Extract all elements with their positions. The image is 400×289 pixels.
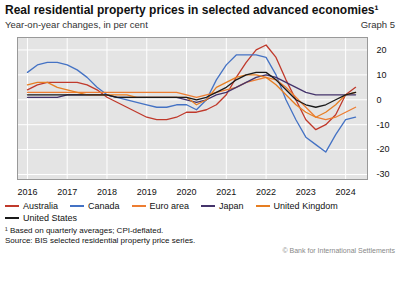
html-text:United States: United States (23, 213, 77, 223)
svg-text:2016: 2016 (17, 187, 37, 197)
svg-text:10: 10 (377, 70, 387, 80)
svg-text:2020: 2020 (177, 187, 197, 197)
svg-text:-20: -20 (377, 144, 390, 154)
html-text:Real residential property pric: Real residential property prices in sele… (5, 3, 379, 17)
html-text:Year-on-year changes, in per c: Year-on-year changes, in per cent (5, 19, 148, 30)
svg-text:2024: 2024 (336, 187, 356, 197)
svg-text:-30: -30 (377, 169, 390, 179)
html-text:United Kingdom: United Kingdom (273, 201, 338, 211)
html-text:Canada: Canada (88, 201, 120, 211)
svg-text:2022: 2022 (256, 187, 276, 197)
html-text:Japan: Japan (219, 201, 244, 211)
svg-text:2023: 2023 (296, 187, 316, 197)
svg-text:2019: 2019 (137, 187, 157, 197)
svg-text:2021: 2021 (216, 187, 236, 197)
html-text:Australia: Australia (23, 201, 58, 211)
html-text:Graph 5: Graph 5 (360, 19, 395, 30)
html-text:Source: BIS selected residenti: Source: BIS selected residential propert… (5, 236, 196, 245)
svg-text:-10: -10 (377, 120, 390, 130)
html-text:Euro area: Euro area (149, 201, 190, 211)
svg-text:2018: 2018 (97, 187, 117, 197)
svg-text:0: 0 (377, 95, 382, 105)
html-text:¹ Based on quarterly averages;: ¹ Based on quarterly averages; CPI-defla… (5, 226, 164, 235)
html-text:© Bank for International Settl: © Bank for International Settlements (282, 247, 395, 254)
svg-text:20: 20 (377, 45, 387, 55)
svg-text:2017: 2017 (57, 187, 77, 197)
